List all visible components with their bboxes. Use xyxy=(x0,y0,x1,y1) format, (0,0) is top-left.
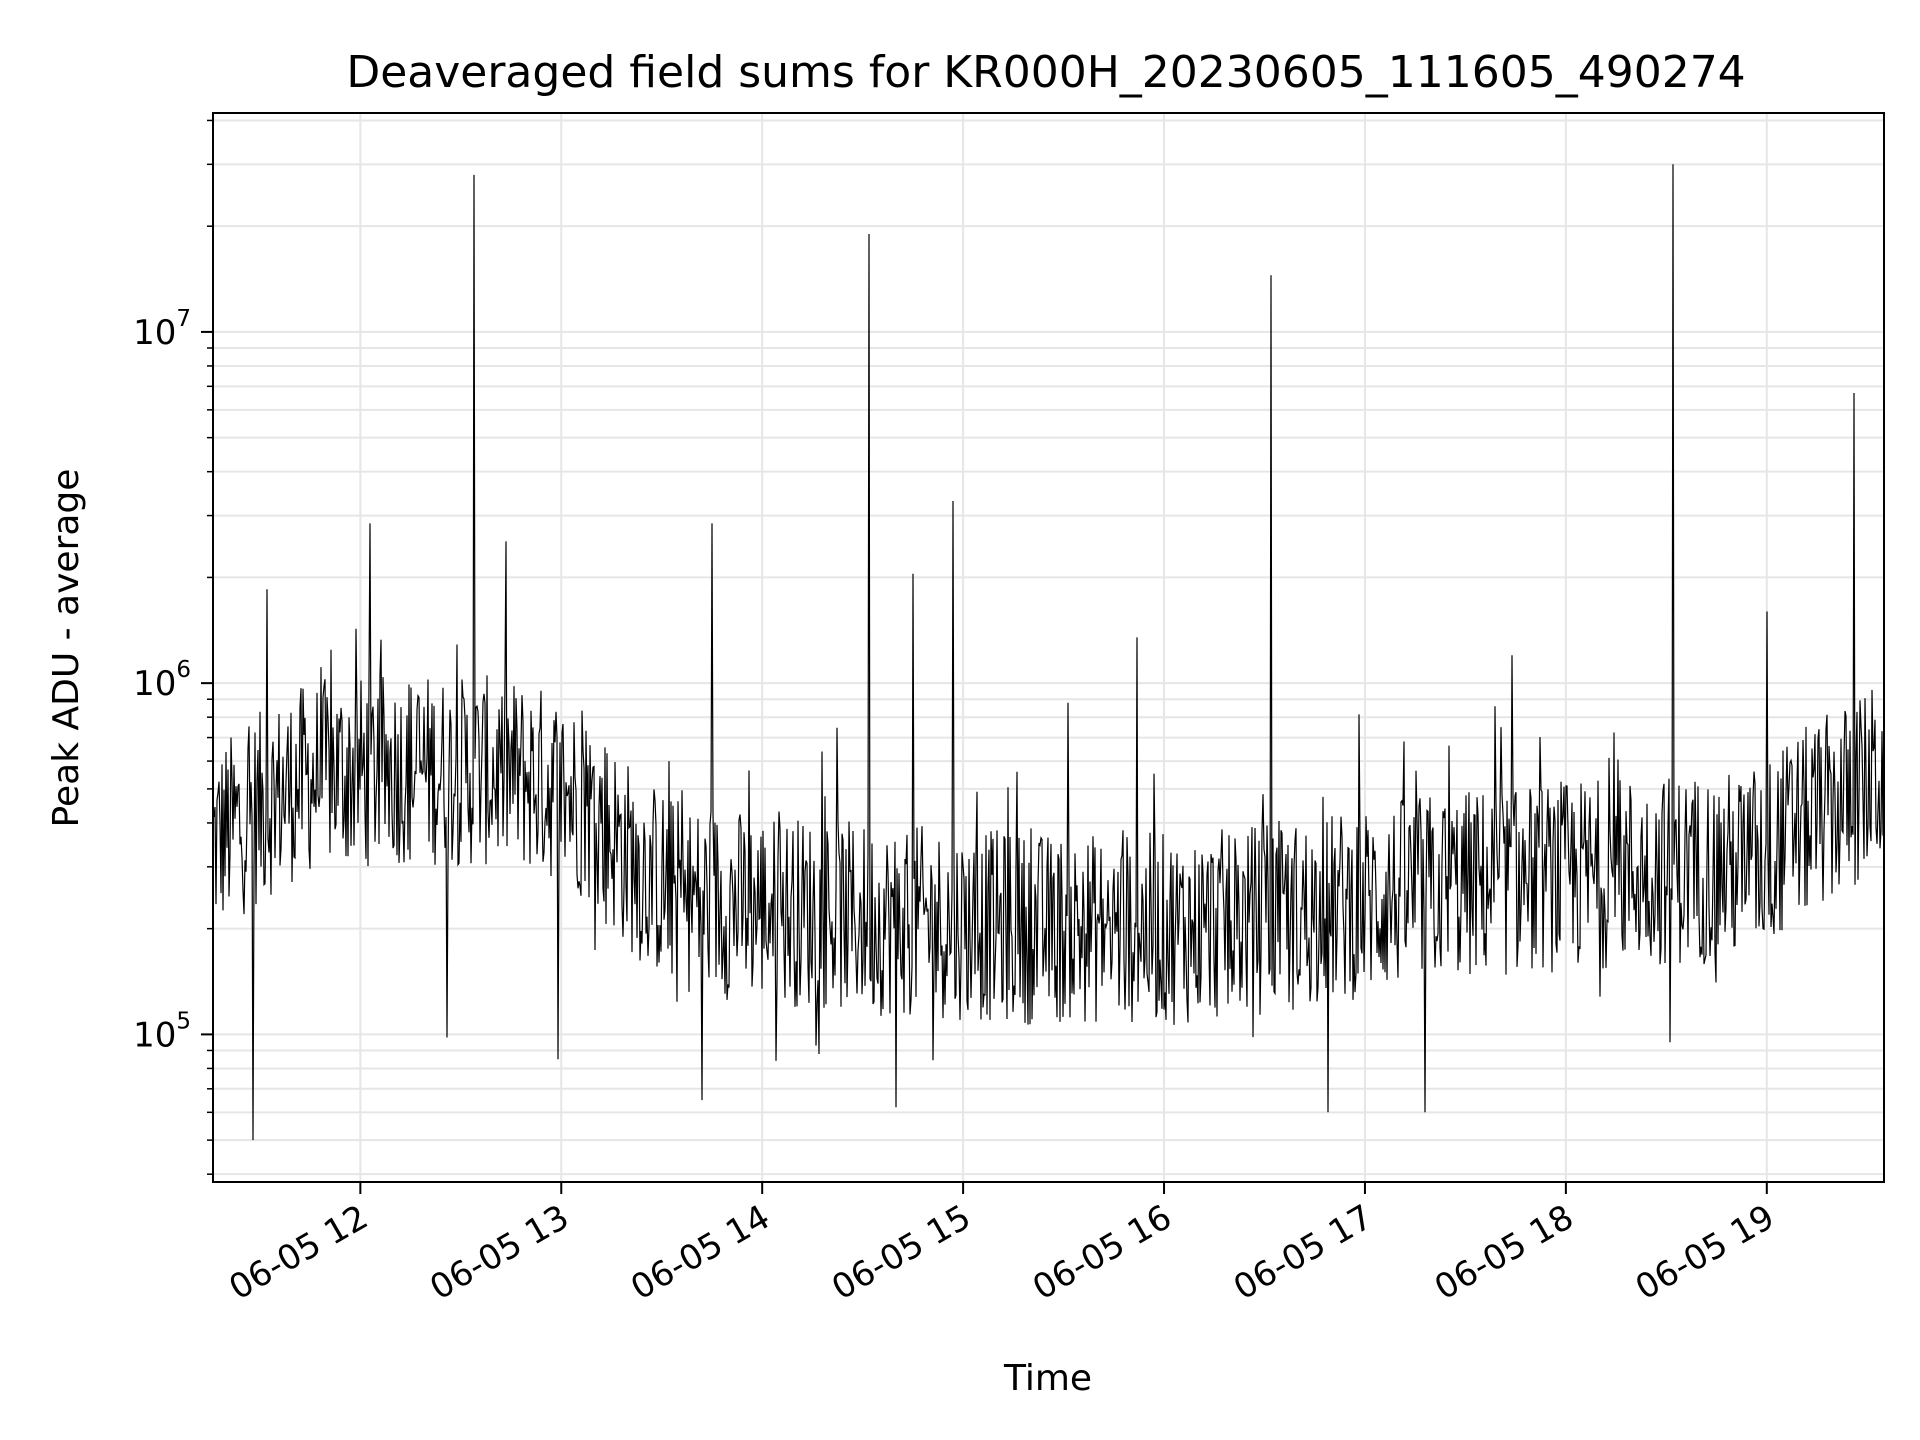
chart-title: Deaveraged field sums for KR000H_2023060… xyxy=(346,47,1745,98)
series-group xyxy=(212,164,1885,1141)
x-axis-label: Time xyxy=(1003,1358,1092,1399)
plot-frame xyxy=(212,112,1885,1183)
series-line xyxy=(212,164,1885,1141)
grid xyxy=(213,113,1884,1182)
y-axis-label: Peak ADU - average xyxy=(46,469,87,828)
